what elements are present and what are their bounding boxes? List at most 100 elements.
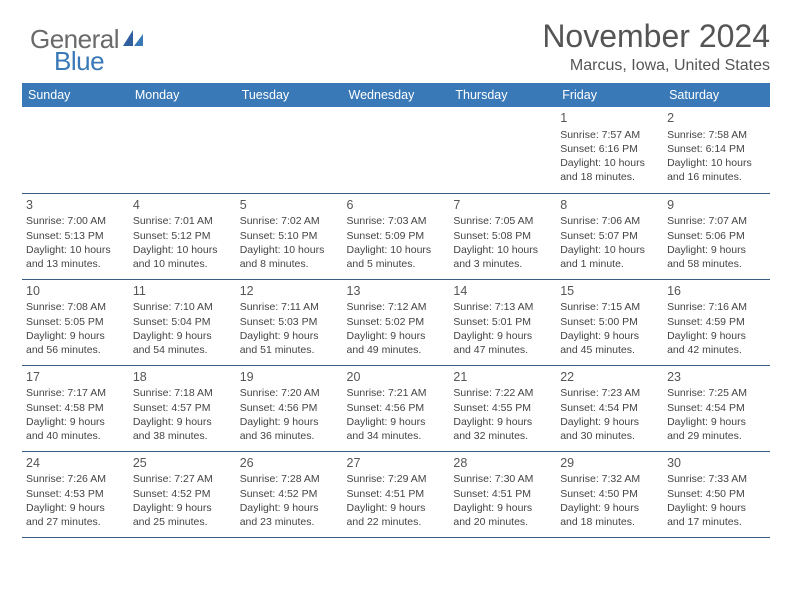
- weekday-header: Tuesday: [236, 83, 343, 107]
- logo-text-blue: Blue: [54, 46, 104, 76]
- sunrise-text: Sunrise: 7:05 AM: [453, 214, 552, 228]
- day-number: 1: [560, 110, 659, 127]
- calendar-day-cell: [449, 107, 556, 193]
- sunrise-text: Sunrise: 7:20 AM: [240, 386, 339, 400]
- calendar-day-cell: [343, 107, 450, 193]
- day-number: 10: [26, 283, 125, 300]
- calendar-day-cell: 2Sunrise: 7:58 AMSunset: 6:14 PMDaylight…: [663, 107, 770, 193]
- header: General Blue November 2024 Marcus, Iowa,…: [22, 18, 770, 75]
- day-number: 20: [347, 369, 446, 386]
- day-number: 25: [133, 455, 232, 472]
- calendar-header-row: SundayMondayTuesdayWednesdayThursdayFrid…: [22, 83, 770, 107]
- sunset-text: Sunset: 4:52 PM: [240, 487, 339, 501]
- day-number: 13: [347, 283, 446, 300]
- sunrise-text: Sunrise: 7:11 AM: [240, 300, 339, 314]
- sunrise-text: Sunrise: 7:15 AM: [560, 300, 659, 314]
- sunrise-text: Sunrise: 7:08 AM: [26, 300, 125, 314]
- day-number: 15: [560, 283, 659, 300]
- sunrise-text: Sunrise: 7:03 AM: [347, 214, 446, 228]
- calendar-day-cell: 3Sunrise: 7:00 AMSunset: 5:13 PMDaylight…: [22, 193, 129, 279]
- sunset-text: Sunset: 5:05 PM: [26, 315, 125, 329]
- calendar-day-cell: 11Sunrise: 7:10 AMSunset: 5:04 PMDayligh…: [129, 279, 236, 365]
- sunrise-text: Sunrise: 7:16 AM: [667, 300, 766, 314]
- day-number: 24: [26, 455, 125, 472]
- sunrise-text: Sunrise: 7:27 AM: [133, 472, 232, 486]
- day-number: 14: [453, 283, 552, 300]
- sunrise-text: Sunrise: 7:29 AM: [347, 472, 446, 486]
- calendar-day-cell: 8Sunrise: 7:06 AMSunset: 5:07 PMDaylight…: [556, 193, 663, 279]
- title-block: November 2024 Marcus, Iowa, United State…: [542, 18, 770, 75]
- calendar-day-cell: 13Sunrise: 7:12 AMSunset: 5:02 PMDayligh…: [343, 279, 450, 365]
- daylight-text: Daylight: 9 hours and 25 minutes.: [133, 501, 232, 529]
- calendar-day-cell: 29Sunrise: 7:32 AMSunset: 4:50 PMDayligh…: [556, 451, 663, 537]
- calendar-day-cell: 4Sunrise: 7:01 AMSunset: 5:12 PMDaylight…: [129, 193, 236, 279]
- sunset-text: Sunset: 5:03 PM: [240, 315, 339, 329]
- calendar-week-row: 17Sunrise: 7:17 AMSunset: 4:58 PMDayligh…: [22, 365, 770, 451]
- sunrise-text: Sunrise: 7:10 AM: [133, 300, 232, 314]
- sunrise-text: Sunrise: 7:28 AM: [240, 472, 339, 486]
- calendar-table: SundayMondayTuesdayWednesdayThursdayFrid…: [22, 83, 770, 538]
- calendar-body: 1Sunrise: 7:57 AMSunset: 6:16 PMDaylight…: [22, 107, 770, 537]
- sunrise-text: Sunrise: 7:32 AM: [560, 472, 659, 486]
- weekday-header: Thursday: [449, 83, 556, 107]
- sunset-text: Sunset: 5:13 PM: [26, 229, 125, 243]
- sunset-text: Sunset: 4:50 PM: [560, 487, 659, 501]
- calendar-day-cell: 28Sunrise: 7:30 AMSunset: 4:51 PMDayligh…: [449, 451, 556, 537]
- calendar-day-cell: [22, 107, 129, 193]
- sunset-text: Sunset: 4:54 PM: [667, 401, 766, 415]
- calendar-day-cell: 6Sunrise: 7:03 AMSunset: 5:09 PMDaylight…: [343, 193, 450, 279]
- day-number: 9: [667, 197, 766, 214]
- sunrise-text: Sunrise: 7:18 AM: [133, 386, 232, 400]
- day-number: 12: [240, 283, 339, 300]
- sunset-text: Sunset: 4:59 PM: [667, 315, 766, 329]
- day-number: 28: [453, 455, 552, 472]
- day-number: 21: [453, 369, 552, 386]
- calendar-day-cell: 18Sunrise: 7:18 AMSunset: 4:57 PMDayligh…: [129, 365, 236, 451]
- sunset-text: Sunset: 4:51 PM: [347, 487, 446, 501]
- sunrise-text: Sunrise: 7:01 AM: [133, 214, 232, 228]
- sunrise-text: Sunrise: 7:57 AM: [560, 128, 659, 142]
- daylight-text: Daylight: 10 hours and 13 minutes.: [26, 243, 125, 271]
- calendar-day-cell: 27Sunrise: 7:29 AMSunset: 4:51 PMDayligh…: [343, 451, 450, 537]
- calendar-day-cell: 7Sunrise: 7:05 AMSunset: 5:08 PMDaylight…: [449, 193, 556, 279]
- sunrise-text: Sunrise: 7:17 AM: [26, 386, 125, 400]
- location: Marcus, Iowa, United States: [542, 57, 770, 75]
- calendar-day-cell: 5Sunrise: 7:02 AMSunset: 5:10 PMDaylight…: [236, 193, 343, 279]
- daylight-text: Daylight: 9 hours and 38 minutes.: [133, 415, 232, 443]
- sunrise-text: Sunrise: 7:07 AM: [667, 214, 766, 228]
- daylight-text: Daylight: 10 hours and 5 minutes.: [347, 243, 446, 271]
- sunrise-text: Sunrise: 7:12 AM: [347, 300, 446, 314]
- calendar-week-row: 24Sunrise: 7:26 AMSunset: 4:53 PMDayligh…: [22, 451, 770, 537]
- day-number: 11: [133, 283, 232, 300]
- daylight-text: Daylight: 10 hours and 18 minutes.: [560, 156, 659, 184]
- sunset-text: Sunset: 5:09 PM: [347, 229, 446, 243]
- day-number: 29: [560, 455, 659, 472]
- sunrise-text: Sunrise: 7:58 AM: [667, 128, 766, 142]
- daylight-text: Daylight: 9 hours and 45 minutes.: [560, 329, 659, 357]
- daylight-text: Daylight: 9 hours and 42 minutes.: [667, 329, 766, 357]
- calendar-day-cell: 16Sunrise: 7:16 AMSunset: 4:59 PMDayligh…: [663, 279, 770, 365]
- sunset-text: Sunset: 5:06 PM: [667, 229, 766, 243]
- month-title: November 2024: [542, 18, 770, 55]
- daylight-text: Daylight: 9 hours and 36 minutes.: [240, 415, 339, 443]
- sunset-text: Sunset: 5:02 PM: [347, 315, 446, 329]
- calendar-day-cell: 12Sunrise: 7:11 AMSunset: 5:03 PMDayligh…: [236, 279, 343, 365]
- day-number: 6: [347, 197, 446, 214]
- sunset-text: Sunset: 4:57 PM: [133, 401, 232, 415]
- daylight-text: Daylight: 9 hours and 47 minutes.: [453, 329, 552, 357]
- sunrise-text: Sunrise: 7:25 AM: [667, 386, 766, 400]
- sunrise-text: Sunrise: 7:30 AM: [453, 472, 552, 486]
- calendar-day-cell: 22Sunrise: 7:23 AMSunset: 4:54 PMDayligh…: [556, 365, 663, 451]
- daylight-text: Daylight: 9 hours and 17 minutes.: [667, 501, 766, 529]
- sunset-text: Sunset: 4:58 PM: [26, 401, 125, 415]
- sunrise-text: Sunrise: 7:21 AM: [347, 386, 446, 400]
- day-number: 8: [560, 197, 659, 214]
- sunrise-text: Sunrise: 7:22 AM: [453, 386, 552, 400]
- weekday-header: Saturday: [663, 83, 770, 107]
- sunset-text: Sunset: 4:56 PM: [240, 401, 339, 415]
- logo: General Blue: [22, 18, 145, 55]
- day-number: 27: [347, 455, 446, 472]
- daylight-text: Daylight: 9 hours and 22 minutes.: [347, 501, 446, 529]
- day-number: 4: [133, 197, 232, 214]
- sunset-text: Sunset: 5:07 PM: [560, 229, 659, 243]
